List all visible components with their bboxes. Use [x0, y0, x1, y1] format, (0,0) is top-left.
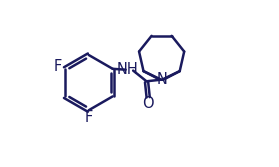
Text: O: O: [143, 96, 154, 111]
Text: F: F: [54, 59, 62, 74]
Text: N: N: [156, 72, 167, 87]
Text: F: F: [85, 110, 93, 125]
Text: NH: NH: [117, 62, 139, 77]
